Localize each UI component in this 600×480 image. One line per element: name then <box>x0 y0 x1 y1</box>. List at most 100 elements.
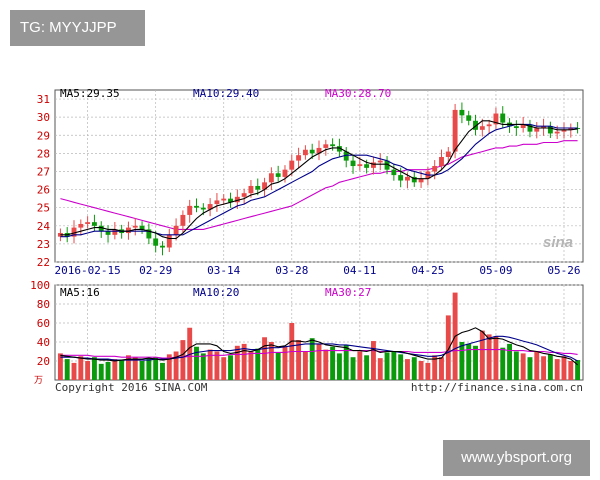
price-y-tick-label: 30 <box>37 111 50 124</box>
volume-bars <box>57 292 581 380</box>
candle-body <box>296 155 302 161</box>
volume-bar <box>309 338 315 380</box>
candle <box>493 107 499 129</box>
price-ma30-line <box>60 140 578 230</box>
candle <box>214 193 220 212</box>
volume-bar <box>547 354 553 380</box>
candle <box>153 231 159 253</box>
candle <box>370 156 376 175</box>
candle-body <box>228 198 233 203</box>
volume-bar <box>513 351 519 380</box>
candle-body <box>561 129 567 132</box>
candle <box>268 167 274 191</box>
volume-bar <box>330 346 336 380</box>
candle <box>391 163 397 181</box>
volume-bar <box>241 343 247 380</box>
volume-bar <box>554 359 560 380</box>
volume-bar <box>336 353 342 380</box>
volume-bar <box>207 349 213 380</box>
candle-body <box>139 225 145 230</box>
volume-y-tick-label: 100 <box>30 279 50 292</box>
price-ma5-line <box>60 120 578 240</box>
volume-bar <box>153 357 159 380</box>
candle <box>91 214 97 232</box>
volume-bar <box>568 361 574 380</box>
candle <box>445 147 451 163</box>
candle-body <box>132 225 138 228</box>
candle <box>479 118 485 137</box>
candle-body <box>234 196 240 203</box>
volume-panel: 100 80 60 40 20 万 MA5:16 MA10:20 MA30:27 <box>30 279 584 386</box>
candle <box>255 178 261 196</box>
candle <box>302 145 308 160</box>
volume-bar <box>255 348 261 380</box>
candle-body <box>275 173 281 177</box>
volume-bar <box>493 336 499 380</box>
candle <box>139 221 145 234</box>
source-url-text: http://finance.sina.com.cn <box>411 381 583 394</box>
volume-bar <box>527 357 533 380</box>
candle <box>180 210 186 233</box>
candle-body <box>221 198 227 201</box>
volume-bar <box>91 357 97 380</box>
candle <box>187 199 193 223</box>
volume-bar <box>85 361 91 380</box>
volume-bar <box>221 357 227 380</box>
tg-overlay-label: TG: MYYJJPP <box>10 10 145 46</box>
volume-bar <box>350 357 356 380</box>
candle-body <box>541 126 547 129</box>
candle-body <box>500 113 506 123</box>
volume-bar <box>500 347 506 380</box>
candle-body <box>126 227 131 234</box>
candle <box>78 219 84 236</box>
candle <box>316 140 322 161</box>
candle <box>98 221 104 238</box>
candle <box>534 122 540 139</box>
candle-body <box>527 124 533 132</box>
volume-bar <box>302 351 308 380</box>
candle-body <box>105 231 111 235</box>
candle <box>541 118 547 136</box>
candle-body <box>445 151 451 157</box>
candle <box>160 241 165 256</box>
volume-bar <box>98 363 104 380</box>
price-y-tick-label: 27 <box>37 165 50 178</box>
candle-body <box>153 238 159 246</box>
candle-body <box>336 146 342 152</box>
volume-bar <box>119 360 125 380</box>
candle-body <box>302 149 308 156</box>
volume-ma10-legend: MA10:20 <box>193 286 239 299</box>
candle <box>432 160 438 180</box>
candle <box>377 153 383 171</box>
candle <box>146 223 152 245</box>
volume-bar <box>194 346 199 380</box>
candle-body <box>513 126 519 129</box>
candle-body <box>268 173 274 183</box>
volume-bar <box>180 340 186 380</box>
candle-body <box>194 205 199 208</box>
candle-body <box>486 124 492 127</box>
volume-ma5-path <box>60 327 578 366</box>
candle <box>173 218 179 241</box>
candle-body <box>568 128 574 130</box>
candle <box>418 171 424 188</box>
date-tick-label: 04-25 <box>411 264 444 277</box>
date-tick-label: 2016-02-15 <box>55 264 121 277</box>
volume-y-tick-label: 80 <box>37 298 50 311</box>
price-ma5-path <box>60 120 578 240</box>
price-panel: 31 30 29 28 27 26 25 24 23 22 2016-02-15 02-29 03-1… <box>37 87 584 277</box>
candle-body <box>98 225 104 232</box>
candle-body <box>398 175 404 181</box>
volume-bar <box>561 356 567 380</box>
price-y-tick-label: 28 <box>37 147 50 160</box>
candle-body <box>160 245 165 248</box>
candle-body <box>520 124 526 129</box>
volume-bar <box>432 355 438 380</box>
candle-body <box>180 214 186 226</box>
volume-bar <box>541 356 547 380</box>
volume-bar <box>282 346 288 380</box>
candle-body <box>370 162 376 168</box>
candle-body <box>91 222 97 226</box>
candle <box>166 228 172 253</box>
